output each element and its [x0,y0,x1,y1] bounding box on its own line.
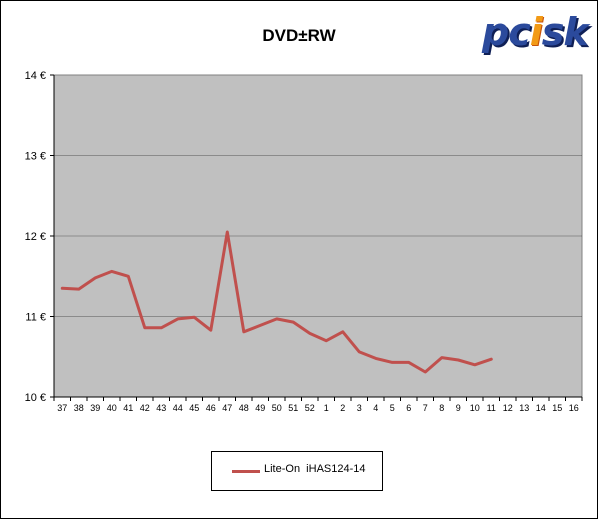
x-tick-label: 4 [373,403,378,413]
x-tick-label: 7 [423,403,428,413]
x-tick-label: 40 [107,403,117,413]
x-tick-label: 41 [123,403,133,413]
x-tick-label: 38 [74,403,84,413]
x-tick-label: 16 [569,403,579,413]
x-tick-label: 2 [340,403,345,413]
x-tick-label: 52 [305,403,315,413]
x-tick-label: 47 [222,403,232,413]
x-tick-label: 49 [255,403,265,413]
y-tick-label: 10 € [25,392,46,404]
x-tick-label: 1 [324,403,329,413]
y-tick-label: 11 € [25,312,46,324]
x-tick-label: 39 [90,403,100,413]
y-tick-label: 12 € [25,231,46,243]
x-tick-label: 8 [439,403,444,413]
x-tick-label: 13 [519,403,529,413]
chart-title: DVD±RW [262,26,336,45]
x-tick-label: 10 [470,403,480,413]
y-tick-label: 14 € [25,70,46,82]
legend-swatch [232,470,260,473]
legend-label: Lite-On iHAS124-14 [264,463,366,475]
y-tick-label: 13 € [25,151,46,163]
legend: Lite-On iHAS124-14 [211,451,383,491]
x-tick-label: 50 [272,403,282,413]
x-tick-label: 3 [357,403,362,413]
x-tick-label: 11 [487,403,496,413]
x-tick-label: 9 [456,403,461,413]
x-tick-label: 15 [552,403,562,413]
x-tick-label: 51 [288,403,298,413]
pcisk-logo: pcisk [482,10,589,54]
series-line [60,230,493,374]
x-tick-label: 6 [406,403,411,413]
x-tick-label: 14 [536,403,546,413]
x-tick-label: 48 [239,403,249,413]
x-tick-label: 5 [390,403,395,413]
x-tick-label: 44 [173,403,183,413]
x-tick-label: 37 [57,403,67,413]
x-tick-label: 12 [503,403,513,413]
x-tick-label: 46 [206,403,216,413]
x-tick-label: 42 [140,403,150,413]
x-tick-label: 45 [189,403,199,413]
x-tick-label: 43 [156,403,166,413]
